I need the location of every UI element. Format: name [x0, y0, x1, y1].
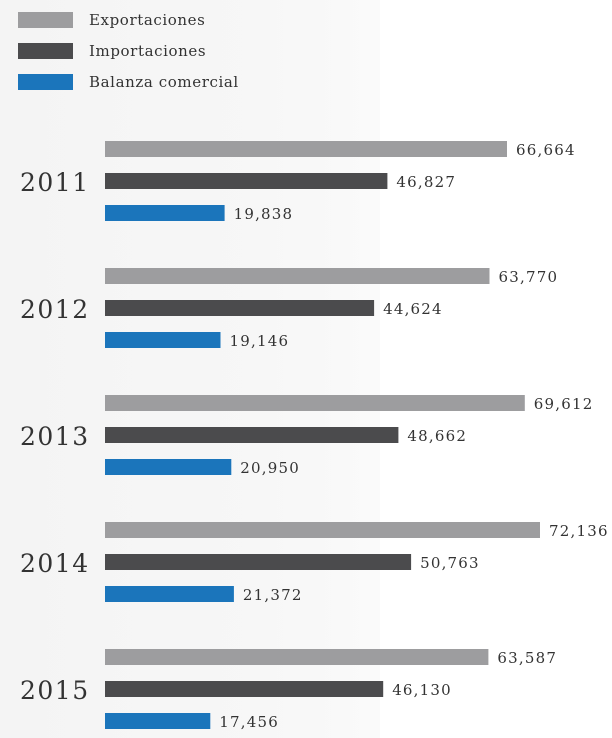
legend: Exportaciones Importaciones Balanza comerc…: [18, 11, 239, 91]
bar-importaciones-2013: [105, 427, 399, 443]
legend-swatch-balanza-comercial: [18, 74, 73, 90]
legend-swatch-importaciones: [18, 43, 73, 59]
bar-group-2011: 2011 66,664 46,827 19,838: [20, 141, 576, 223]
value-label-exportaciones-2012: 63,770: [499, 268, 559, 286]
year-label-2013: 2013: [20, 422, 90, 451]
bar-importaciones-2015: [105, 681, 384, 697]
legend-label-exportaciones: Exportaciones: [89, 11, 205, 29]
bar-groups: 2011 66,664 46,827 19,838 2012 63,770 44,624 19…: [20, 141, 609, 731]
bar-balanza-comercial-2012: [105, 332, 221, 348]
legend-label-balanza-comercial: Balanza comercial: [89, 73, 239, 91]
value-label-exportaciones-2011: 66,664: [516, 141, 576, 159]
year-label-2015: 2015: [20, 676, 90, 705]
bar-balanza-comercial-2014: [105, 586, 234, 602]
value-label-importaciones-2015: 46,130: [392, 681, 452, 699]
value-label-exportaciones-2014: 72,136: [549, 522, 609, 540]
value-label-exportaciones-2015: 63,587: [497, 649, 557, 667]
value-label-importaciones-2014: 50,763: [420, 554, 480, 572]
bar-group-2014: 2014 72,136 50,763 21,372: [20, 522, 609, 604]
bar-balanza-comercial-2015: [105, 713, 211, 729]
value-label-importaciones-2011: 46,827: [396, 173, 456, 191]
value-label-importaciones-2012: 44,624: [383, 300, 443, 318]
year-label-2011: 2011: [20, 168, 90, 197]
value-label-exportaciones-2013: 69,612: [534, 395, 594, 413]
bar-importaciones-2014: [105, 554, 412, 570]
bar-exportaciones-2011: [105, 141, 507, 157]
value-label-balanza-comercial-2015: 17,456: [219, 713, 279, 731]
value-label-importaciones-2013: 48,662: [407, 427, 467, 445]
value-label-balanza-comercial-2012: 19,146: [230, 332, 290, 350]
value-label-balanza-comercial-2014: 21,372: [243, 586, 303, 604]
legend-swatch-exportaciones: [18, 12, 73, 28]
bar-exportaciones-2012: [105, 268, 490, 284]
bar-balanza-comercial-2013: [105, 459, 232, 475]
bar-importaciones-2012: [105, 300, 375, 316]
bar-exportaciones-2015: [105, 649, 489, 665]
value-label-balanza-comercial-2013: 20,950: [240, 459, 300, 477]
value-label-balanza-comercial-2011: 19,838: [234, 205, 294, 223]
bar-balanza-comercial-2011: [105, 205, 225, 221]
bar-group-2012: 2012 63,770 44,624 19,146: [20, 268, 559, 350]
bar-exportaciones-2013: [105, 395, 525, 411]
bar-exportaciones-2014: [105, 522, 540, 538]
bar-group-2015: 2015 63,587 46,130 17,456: [20, 649, 557, 731]
bar-importaciones-2011: [105, 173, 388, 189]
year-label-2014: 2014: [20, 549, 90, 578]
year-label-2012: 2012: [20, 295, 90, 324]
chart-background-panel: [0, 0, 380, 738]
legend-label-importaciones: Importaciones: [89, 42, 206, 60]
bar-group-2013: 2013 69,612 48,662 20,950: [20, 395, 594, 477]
